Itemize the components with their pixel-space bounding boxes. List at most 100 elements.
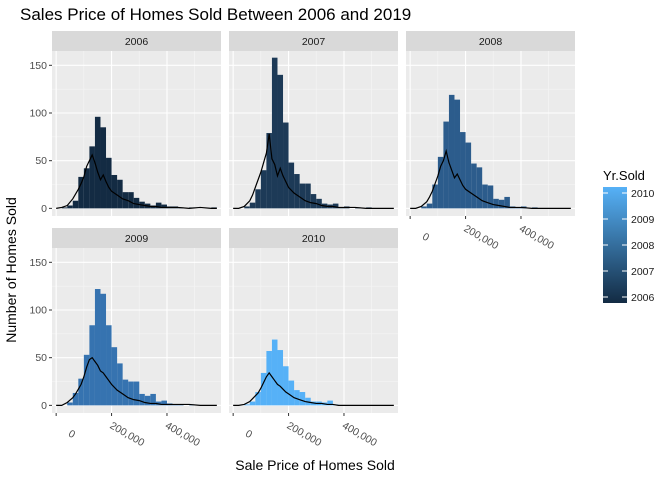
facet-plot-area bbox=[52, 51, 221, 216]
histogram-bar bbox=[244, 404, 250, 406]
frequency-line bbox=[56, 356, 217, 406]
y-tick-label: 0 bbox=[41, 203, 47, 215]
histogram-bar bbox=[144, 395, 151, 406]
histogram-bar bbox=[465, 142, 472, 209]
histogram-bar bbox=[94, 289, 101, 406]
histogram-bar bbox=[78, 378, 84, 406]
histogram-bar bbox=[327, 400, 333, 406]
histogram-bar bbox=[128, 192, 134, 209]
histogram-bar bbox=[111, 174, 118, 209]
histogram-bar bbox=[443, 121, 449, 209]
legend-tick-label: 2006 bbox=[631, 292, 655, 304]
legend-tick-label: 2010 bbox=[631, 188, 655, 200]
y-tick-label: 50 bbox=[35, 352, 47, 364]
x-tick-label: 0 bbox=[420, 231, 431, 244]
histogram-bar bbox=[266, 351, 272, 406]
histogram-bar bbox=[161, 400, 167, 406]
histogram-bar bbox=[294, 390, 300, 406]
histogram-bar bbox=[72, 392, 79, 406]
histogram-bar bbox=[133, 197, 140, 209]
y-tick-label: 150 bbox=[29, 257, 47, 269]
facet-plot-area bbox=[52, 248, 221, 413]
histogram-bar bbox=[471, 163, 477, 209]
histogram-bar bbox=[139, 393, 145, 406]
histogram-bar bbox=[421, 206, 427, 209]
histogram-bar bbox=[432, 184, 438, 209]
histogram-bar bbox=[498, 199, 505, 209]
panel-background bbox=[229, 248, 398, 413]
frequency-line bbox=[233, 133, 394, 209]
histogram-bar bbox=[94, 116, 101, 209]
facet-plot-area bbox=[229, 248, 398, 413]
facet-panel-2006: 2006 bbox=[52, 31, 221, 216]
histogram-bar bbox=[299, 183, 306, 209]
y-tick-label: 100 bbox=[29, 304, 47, 316]
histogram-bar bbox=[100, 127, 107, 209]
histogram-bar bbox=[476, 167, 483, 209]
histogram-bar bbox=[487, 185, 494, 209]
histogram-bar bbox=[61, 207, 68, 209]
y-tick-label: 0 bbox=[41, 400, 47, 412]
histogram-bar bbox=[111, 347, 118, 406]
facet-strip-label: 2010 bbox=[302, 233, 326, 245]
legend: Yr.Sold 2010 2009 2008 2007 2006 bbox=[603, 168, 655, 304]
chart-title: Sales Price of Homes Sold Between 2006 a… bbox=[20, 5, 411, 24]
histogram-bar bbox=[305, 183, 311, 209]
histogram-bar bbox=[106, 325, 112, 406]
x-tick-label: 400,000 bbox=[517, 223, 556, 252]
histogram-bar bbox=[83, 354, 90, 406]
y-axis-title: Number of Homes Sold bbox=[3, 197, 19, 343]
facet-panel-2010: 2010 bbox=[229, 228, 398, 413]
facet-plot-area bbox=[406, 51, 575, 216]
facet-strip-label: 2007 bbox=[302, 36, 326, 48]
histogram-bar bbox=[437, 156, 444, 209]
histogram-bar bbox=[244, 206, 250, 209]
histogram-bar bbox=[128, 381, 134, 406]
panel-background bbox=[229, 51, 398, 216]
histogram-bar bbox=[117, 363, 123, 406]
y-axis-ticks: 0 50 100 150 0 50 100 150 bbox=[29, 60, 52, 412]
histogram-bar bbox=[260, 372, 267, 406]
histogram-bar bbox=[161, 204, 167, 209]
histogram-bar bbox=[271, 339, 278, 406]
x-tick-label: 0 bbox=[66, 428, 77, 441]
histogram-bar bbox=[249, 202, 256, 209]
histogram-bar bbox=[122, 379, 129, 406]
facet-panels: 2006 2007 2008 2009 2010 bbox=[52, 31, 575, 413]
facet-panel-2009: 2009 bbox=[52, 228, 221, 413]
y-tick-label: 50 bbox=[35, 155, 47, 167]
legend-tick-label: 2008 bbox=[631, 240, 655, 252]
facet-strip bbox=[406, 31, 575, 51]
histogram-bar bbox=[493, 198, 499, 209]
histogram-bar bbox=[454, 99, 461, 209]
facet-strip bbox=[229, 228, 398, 248]
histogram-bar bbox=[448, 94, 455, 209]
histogram-bar bbox=[150, 393, 156, 406]
histogram-bar bbox=[155, 202, 162, 209]
histogram-bar bbox=[72, 200, 79, 209]
legend-ticks: 2010 2009 2008 2007 2006 bbox=[603, 188, 655, 304]
facet-strip-label: 2008 bbox=[479, 36, 503, 48]
histogram-bar bbox=[310, 194, 317, 209]
y-tick-label: 150 bbox=[29, 60, 47, 72]
frequency-line bbox=[233, 371, 394, 406]
histogram-bar bbox=[288, 162, 295, 209]
facet-strip-label: 2009 bbox=[125, 233, 149, 245]
histogram-bar bbox=[89, 146, 95, 209]
histogram-bar bbox=[89, 325, 95, 406]
histogram-bar bbox=[283, 122, 289, 209]
x-tick-label: 0 bbox=[243, 428, 254, 441]
x-tick-label: 400,000 bbox=[340, 420, 379, 449]
histogram-bar bbox=[288, 380, 295, 406]
x-tick-label: 200,000 bbox=[108, 420, 147, 449]
histogram-bar bbox=[482, 184, 488, 209]
facet-strip bbox=[229, 31, 398, 51]
facet-plot-area bbox=[229, 51, 398, 216]
histogram-bar bbox=[67, 402, 73, 406]
histogram-bar bbox=[504, 196, 510, 209]
histogram-bar bbox=[266, 133, 272, 209]
histogram-bar bbox=[294, 174, 300, 209]
histogram-bar bbox=[426, 203, 433, 209]
histogram-bar bbox=[106, 157, 112, 209]
